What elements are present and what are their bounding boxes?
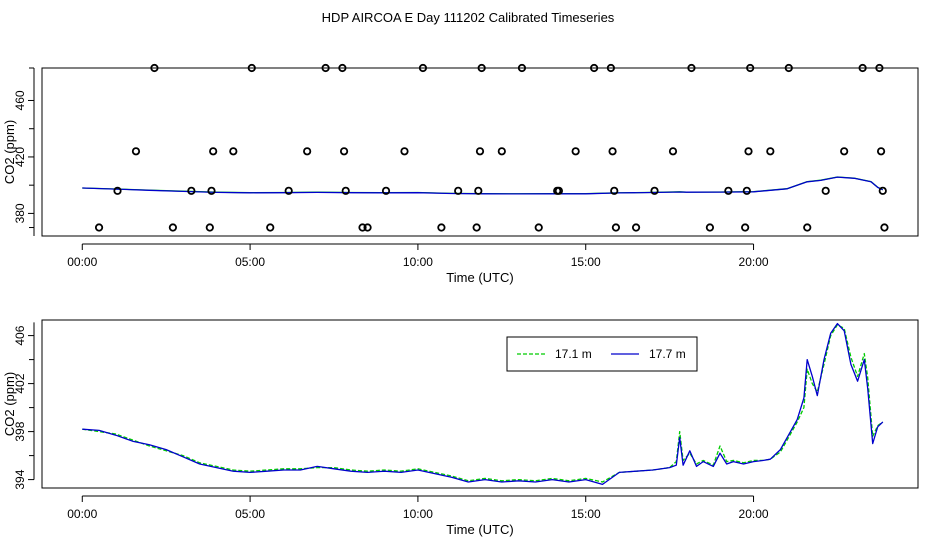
series-lines bbox=[82, 176, 884, 195]
y-tick-label: 420 bbox=[13, 147, 27, 167]
calibration-point bbox=[207, 186, 216, 195]
calibration-scatter-panel: 00:00 05:00 10:00 15:00 20:00 380 420 460 Time… bbox=[2, 63, 919, 285]
legend-label-17-7m: 17.7 m bbox=[649, 347, 686, 361]
calibration-point bbox=[534, 223, 543, 232]
calibration-points bbox=[94, 63, 889, 232]
calibration-point bbox=[477, 63, 486, 73]
calibration-point bbox=[339, 147, 349, 156]
y-tick-label: 398 bbox=[13, 421, 27, 441]
calibration-point bbox=[631, 223, 641, 232]
calibration-point bbox=[472, 223, 481, 232]
calibration-point bbox=[766, 147, 775, 156]
calibration-point bbox=[131, 147, 141, 156]
calibration-point bbox=[744, 147, 753, 156]
calibration-point bbox=[742, 186, 751, 195]
calibration-point bbox=[611, 223, 621, 232]
calibration-point bbox=[209, 147, 218, 156]
x-axis: 00:00 05:00 10:00 15:00 20:00 bbox=[67, 495, 769, 521]
x-tick-label: 00:00 bbox=[67, 507, 97, 521]
legend: 17.1 m 17.7 m bbox=[506, 336, 698, 372]
x-tick-label: 20:00 bbox=[739, 507, 769, 521]
calibration-point bbox=[705, 223, 715, 232]
calibration-point bbox=[724, 186, 733, 195]
y-axis-label: CO2 (ppm) bbox=[2, 372, 17, 436]
calibration-point bbox=[668, 147, 678, 156]
plot-frame bbox=[41, 319, 919, 489]
y-axis: 380 420 460 bbox=[13, 67, 35, 236]
calibration-point bbox=[363, 223, 372, 232]
calibration-point bbox=[229, 147, 238, 156]
calibration-point bbox=[875, 63, 884, 73]
calibration-point bbox=[858, 63, 867, 73]
x-axis-label: Time (UTC) bbox=[446, 270, 513, 285]
calibration-point bbox=[650, 186, 659, 195]
calibration-point bbox=[321, 63, 330, 73]
y-axis-label: CO2 (ppm) bbox=[2, 120, 17, 184]
x-tick-label: 20:00 bbox=[739, 255, 769, 269]
y-tick-label: 380 bbox=[13, 203, 27, 223]
x-tick-label: 10:00 bbox=[403, 255, 433, 269]
calibration-point bbox=[341, 186, 350, 195]
x-axis-label: Time (UTC) bbox=[446, 522, 513, 537]
calibration-point bbox=[168, 223, 177, 232]
calibration-point bbox=[284, 186, 293, 195]
calibration-point bbox=[474, 186, 483, 195]
x-tick-label: 15:00 bbox=[571, 507, 601, 521]
calibration-point bbox=[400, 147, 409, 156]
y-tick-label: 460 bbox=[13, 90, 27, 110]
calibration-point bbox=[803, 223, 812, 232]
calibration-point bbox=[113, 186, 122, 195]
calibration-point bbox=[454, 186, 463, 195]
calibration-point bbox=[876, 147, 886, 156]
calibration-point bbox=[590, 63, 599, 73]
x-tick-label: 10:00 bbox=[403, 507, 433, 521]
x-tick-label: 00:00 bbox=[67, 255, 97, 269]
calibration-point bbox=[303, 147, 312, 156]
calibration-point bbox=[608, 147, 617, 156]
co2-timeseries-panel: 00:00 05:00 10:00 15:00 20:00 394 398 402 406 T… bbox=[2, 319, 919, 537]
calibration-point bbox=[94, 223, 104, 232]
calibration-point bbox=[381, 186, 391, 195]
y-tick-label: 402 bbox=[13, 373, 27, 393]
y-axis: 394 398 402 406 bbox=[13, 322, 35, 490]
calibration-point bbox=[150, 63, 159, 73]
calibration-point bbox=[497, 147, 506, 156]
calibration-point bbox=[606, 63, 615, 73]
calibration-point bbox=[821, 186, 830, 195]
series-line-17-1-m bbox=[82, 324, 884, 483]
series-line-1 bbox=[82, 176, 884, 195]
calibration-point bbox=[741, 223, 750, 232]
calibration-point bbox=[571, 147, 580, 156]
x-tick-label: 05:00 bbox=[235, 255, 265, 269]
series-line-17-7-m bbox=[82, 322, 884, 486]
plot-frame bbox=[41, 67, 919, 237]
calibration-point bbox=[880, 223, 889, 232]
calibration-point bbox=[610, 186, 619, 195]
figure-title: HDP AIRCOA E Day 111202 Calibrated Times… bbox=[322, 10, 615, 25]
calibration-point bbox=[878, 186, 887, 195]
calibration-point bbox=[187, 186, 196, 195]
calibration-point bbox=[517, 63, 527, 73]
calibration-point bbox=[554, 186, 563, 195]
calibration-point bbox=[784, 63, 793, 73]
calibration-point bbox=[475, 147, 485, 156]
series-lines bbox=[82, 322, 884, 486]
y-tick-label: 406 bbox=[13, 325, 27, 345]
calibration-point bbox=[840, 147, 849, 156]
calibration-point bbox=[746, 63, 755, 73]
x-tick-label: 15:00 bbox=[571, 255, 601, 269]
calibration-point bbox=[358, 223, 367, 232]
calibration-point bbox=[266, 223, 275, 232]
calibration-point bbox=[418, 63, 428, 73]
calibration-point bbox=[338, 63, 347, 73]
x-axis: 00:00 05:00 10:00 15:00 20:00 bbox=[67, 243, 769, 269]
y-tick-label: 394 bbox=[13, 469, 27, 489]
calibration-point bbox=[205, 223, 214, 232]
calibration-point bbox=[437, 223, 446, 232]
legend-label-17-1m: 17.1 m bbox=[555, 347, 592, 361]
calibration-point bbox=[247, 63, 256, 73]
calibration-point bbox=[687, 63, 696, 73]
x-tick-label: 05:00 bbox=[235, 507, 265, 521]
